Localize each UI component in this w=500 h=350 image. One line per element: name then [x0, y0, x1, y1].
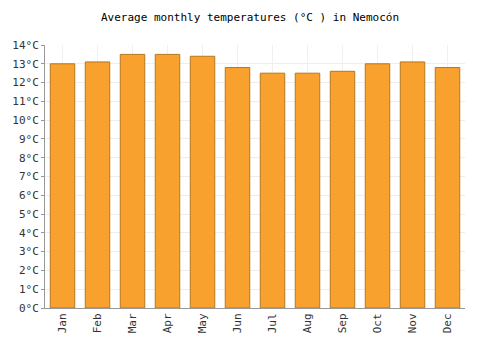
svg-text:6°C: 6°C	[19, 189, 39, 202]
svg-text:Jun: Jun	[231, 313, 244, 333]
svg-text:Dec: Dec	[441, 313, 454, 333]
svg-text:10°C: 10°C	[12, 114, 39, 127]
svg-text:12°C: 12°C	[12, 76, 39, 89]
svg-text:0°C: 0°C	[19, 302, 39, 315]
svg-text:Oct: Oct	[371, 313, 384, 333]
svg-text:May: May	[196, 313, 209, 333]
svg-text:2°C: 2°C	[19, 264, 39, 277]
svg-text:3°C: 3°C	[19, 245, 39, 258]
svg-text:7°C: 7°C	[19, 170, 39, 183]
svg-text:11°C: 11°C	[12, 95, 39, 108]
svg-text:Apr: Apr	[161, 313, 174, 333]
svg-text:Jul: Jul	[266, 313, 279, 333]
svg-text:Sep: Sep	[336, 313, 349, 333]
svg-text:1°C: 1°C	[19, 283, 39, 296]
svg-text:9°C: 9°C	[19, 133, 39, 146]
svg-text:5°C: 5°C	[19, 208, 39, 221]
svg-text:4°C: 4°C	[19, 227, 39, 240]
svg-text:14°C: 14°C	[12, 39, 39, 52]
svg-text:13°C: 13°C	[12, 58, 39, 71]
svg-text:Feb: Feb	[91, 313, 104, 333]
svg-text:Average monthly temperatures (: Average monthly temperatures (°C ) in Ne…	[101, 11, 399, 24]
svg-text:Nov: Nov	[406, 313, 419, 333]
svg-text:Mar: Mar	[126, 313, 139, 333]
svg-text:8°C: 8°C	[19, 152, 39, 165]
svg-text:Jan: Jan	[56, 313, 69, 333]
svg-text:Aug: Aug	[301, 313, 314, 333]
